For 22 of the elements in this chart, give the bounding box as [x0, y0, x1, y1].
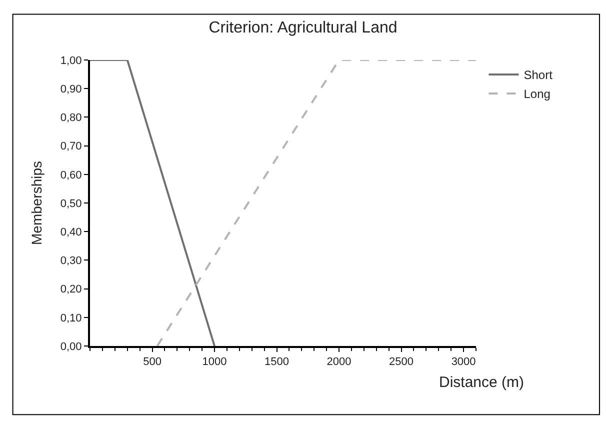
legend-label: Short	[524, 68, 554, 82]
x-tick-label: 2000	[326, 356, 352, 368]
x-tick-label: 2500	[389, 356, 414, 368]
y-tick-label: 0,80	[60, 112, 82, 124]
y-tick-label: 0,90	[60, 83, 82, 96]
chart-title: Criterion: Agricultural Land	[208, 19, 398, 36]
y-axis-title: Memberships	[28, 160, 44, 246]
y-tick-label: 0,00	[60, 340, 82, 353]
x-axis-title: Distance (m)	[439, 374, 524, 391]
y-tick-label: 0,60	[60, 169, 82, 182]
y-tick-label: 0,50	[60, 198, 82, 210]
y-tick-label: 1,00	[60, 54, 82, 67]
x-tick-label: 1000	[202, 356, 227, 368]
y-tick-label: 0,30	[60, 255, 82, 268]
x-tick-label: 500	[143, 356, 162, 368]
y-tick-label: 0,10	[60, 312, 82, 324]
y-tick-label: 0,40	[60, 226, 82, 238]
y-tick-label: 0,20	[60, 284, 82, 296]
legend-label: Long	[524, 87, 550, 102]
x-tick-label: 3000	[451, 356, 476, 368]
y-tick-label: 0,70	[60, 140, 82, 153]
x-tick-label: 1500	[264, 356, 290, 368]
